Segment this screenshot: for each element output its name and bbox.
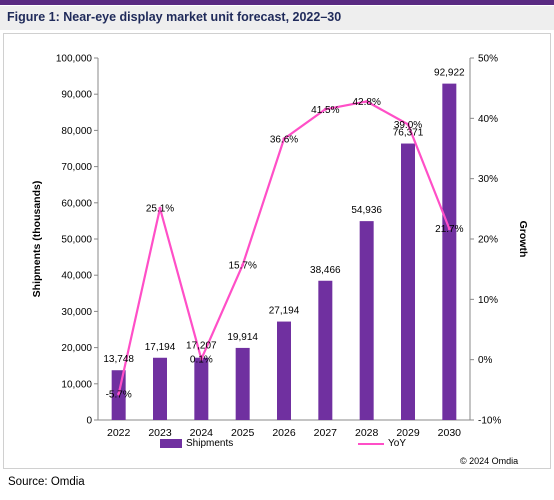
y-tick-label: 70,000 <box>61 162 92 173</box>
legend-label-shipments: Shipments <box>186 438 234 449</box>
x-tick-label: 2023 <box>148 427 172 439</box>
title-band <box>0 6 554 30</box>
data-label-shipments: 17,194 <box>145 342 176 353</box>
chart: 0 10,000 20,000 30,000 40,000 50,000 60,000 70,… <box>31 54 529 440</box>
y2-tick-label: 0% <box>478 355 493 366</box>
legend-swatch-yoy <box>358 442 384 445</box>
y-tick-label: 80,000 <box>61 126 92 137</box>
y-tick-label: 100,000 <box>56 54 93 65</box>
y-tick-label: 90,000 <box>61 90 92 101</box>
y-tick-label: 50,000 <box>61 235 92 246</box>
data-label-yoy: 25.1% <box>146 204 174 215</box>
y2-axis-title: Growth <box>517 221 529 258</box>
x-tick-label: 2024 <box>190 427 214 439</box>
point-yoy-2022 <box>117 392 121 396</box>
x-tick-label: 2026 <box>272 427 296 439</box>
legend-item-shipments: Shipments <box>160 438 233 449</box>
point-yoy-2025 <box>241 263 245 267</box>
data-label-shipments: 54,936 <box>351 205 382 216</box>
point-yoy-2024 <box>199 357 203 361</box>
bar-shipments-2027 <box>318 280 333 420</box>
y2-tick-label: 50% <box>478 54 498 65</box>
data-label-shipments: 92,922 <box>434 68 465 79</box>
bar-shipments-2029 <box>401 143 415 420</box>
bar-shipments-2026 <box>277 321 291 420</box>
data-label-shipments: 76,371 <box>393 128 424 139</box>
bar-shipments-2028 <box>359 221 374 420</box>
legend-label-yoy: YoY <box>388 438 406 449</box>
legend: Shipments YoY <box>0 438 554 452</box>
y-tick-label: 10,000 <box>61 379 92 390</box>
data-label-yoy: 0.1% <box>190 355 213 366</box>
y-tick-label: 30,000 <box>61 307 92 318</box>
x-tick-label: 2025 <box>231 427 255 439</box>
legend-item-yoy: YoY <box>358 438 406 449</box>
bar-shipments-2023 <box>153 357 167 420</box>
bar-shipments-2030 <box>442 83 457 420</box>
data-label-yoy: 15.7% <box>228 260 256 271</box>
y-tick-label: 20,000 <box>61 343 92 354</box>
data-label-yoy: 36.6% <box>270 134 298 145</box>
x-tick-label: 2027 <box>314 427 338 439</box>
legend-swatch-shipments <box>160 439 182 448</box>
data-label-yoy: 41.5% <box>311 105 339 116</box>
y2-tick-label: 20% <box>478 235 498 246</box>
y2-tick-label: 40% <box>478 114 498 125</box>
data-label-yoy: 42.8% <box>352 97 380 108</box>
y2-tick-label: 30% <box>478 174 498 185</box>
point-yoy-2027 <box>323 107 327 111</box>
header-accent-bar <box>0 0 554 5</box>
data-label-yoy: -5.7% <box>106 390 132 401</box>
point-yoy-2028 <box>365 99 369 103</box>
point-yoy-2030 <box>447 227 451 231</box>
y-tick-label: 40,000 <box>61 271 92 282</box>
x-tick-label: 2028 <box>355 427 379 439</box>
x-tick-label: 2022 <box>107 427 131 439</box>
point-yoy-2023 <box>158 206 162 210</box>
data-label-yoy: 21.7% <box>435 224 463 235</box>
bar-shipments-2025 <box>235 347 250 420</box>
copyright-text: © 2024 Omdia <box>460 456 519 466</box>
data-label-shipments: 13,748 <box>103 354 134 365</box>
y-tick-label: 0 <box>86 416 92 427</box>
bar-shipments-2024 <box>194 357 209 420</box>
point-yoy-2026 <box>282 137 286 141</box>
x-tick-label: 2030 <box>438 427 462 439</box>
data-label-yoy: 39.0% <box>394 120 422 131</box>
data-label-shipments: 27,194 <box>269 306 300 317</box>
figure-title: Figure 1: Near-eye display market unit f… <box>7 10 342 24</box>
data-label-shipments: 17,207 <box>186 341 217 352</box>
x-tick-label: 2029 <box>396 427 420 439</box>
data-label-shipments: 38,466 <box>310 265 341 276</box>
point-yoy-2029 <box>406 122 410 126</box>
y-tick-label: 60,000 <box>61 198 92 209</box>
y2-tick-label: -10% <box>478 416 501 427</box>
data-label-shipments: 19,914 <box>227 332 258 343</box>
y2-tick-label: 10% <box>478 295 498 306</box>
y-axis-title: Shipments (thousands) <box>31 181 43 298</box>
source-note: Source: Omdia <box>8 476 85 488</box>
